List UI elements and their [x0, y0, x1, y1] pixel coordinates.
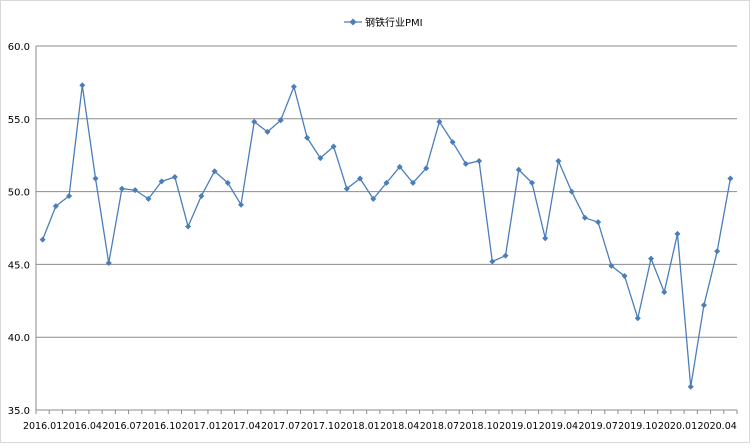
data-point [145, 195, 152, 202]
data-point [502, 252, 509, 259]
data-point [290, 83, 297, 90]
data-point [343, 185, 350, 192]
data-point [449, 139, 456, 146]
x-tick-label: 2016.01 [23, 421, 62, 432]
data-point [595, 219, 602, 226]
data-point [528, 179, 535, 186]
data-point [648, 255, 655, 262]
data-point [92, 175, 99, 182]
data-point [264, 128, 271, 135]
data-point [555, 158, 562, 165]
data-point [224, 179, 231, 186]
data-point [700, 302, 707, 309]
data-point [462, 160, 469, 167]
data-point [330, 143, 337, 150]
x-tick-label: 2016.07 [102, 421, 141, 432]
data-point [52, 203, 59, 210]
x-tick-label: 2016.04 [63, 421, 102, 432]
y-tick-label: 35.0 [8, 406, 30, 417]
x-tick-label: 2020.04 [698, 421, 737, 432]
data-point [118, 185, 125, 192]
data-point [238, 201, 245, 208]
data-point [79, 82, 86, 89]
data-point [105, 259, 112, 266]
data-point [423, 165, 430, 172]
series-layer [39, 82, 734, 390]
x-tick-label: 2018.10 [459, 421, 498, 432]
data-point [714, 248, 721, 255]
data-point [542, 235, 549, 242]
y-tick-label: 40.0 [8, 333, 30, 344]
data-point [515, 166, 522, 173]
data-point [304, 134, 311, 141]
data-point [476, 158, 483, 165]
data-point [489, 258, 496, 265]
x-tick-label: 2016.10 [142, 421, 181, 432]
data-point [727, 175, 734, 182]
data-point [568, 188, 575, 195]
data-point [211, 168, 218, 175]
data-point [634, 315, 641, 322]
data-point [39, 236, 46, 243]
data-point [357, 175, 364, 182]
legend-marker-icon [349, 18, 357, 26]
x-tick-label: 2017.01 [182, 421, 221, 432]
data-point [370, 195, 377, 202]
legend-label: 钢铁行业PMI [365, 16, 423, 29]
data-point [409, 179, 416, 186]
data-point [396, 163, 403, 170]
data-point [171, 174, 178, 181]
x-tick-label: 2017.04 [221, 421, 260, 432]
data-point [66, 192, 73, 199]
data-point [158, 178, 165, 185]
y-tick-label: 60.0 [8, 42, 30, 53]
data-point [198, 192, 205, 199]
data-point [674, 230, 681, 237]
data-point [383, 179, 390, 186]
data-point [581, 214, 588, 221]
y-tick-label: 45.0 [8, 260, 30, 271]
legend: 钢铁行业PMI [344, 16, 423, 29]
data-point [277, 117, 284, 124]
x-tick-label: 2019.10 [618, 421, 657, 432]
data-point [436, 118, 443, 125]
data-point [661, 289, 668, 296]
x-tick-label: 2018.04 [380, 421, 419, 432]
data-point [621, 273, 628, 280]
x-tick-label: 2019.01 [499, 421, 538, 432]
x-tick-label: 2019.04 [539, 421, 578, 432]
x-tick-label: 2020.01 [658, 421, 697, 432]
x-tick-label: 2018.07 [420, 421, 459, 432]
x-tick-label: 2019.07 [578, 421, 617, 432]
y-tick-label: 50.0 [8, 188, 30, 199]
data-point [608, 262, 615, 269]
x-tick-label: 2017.07 [261, 421, 300, 432]
data-point [317, 155, 324, 162]
y-tick-label: 55.0 [8, 115, 30, 126]
x-tick-label: 2017.10 [301, 421, 340, 432]
data-point [687, 383, 694, 390]
data-point [185, 223, 192, 230]
data-point [251, 118, 258, 125]
gridlines [36, 45, 737, 338]
data-point [132, 187, 139, 194]
x-tick-label: 2018.01 [340, 421, 379, 432]
series-line [42, 84, 732, 388]
